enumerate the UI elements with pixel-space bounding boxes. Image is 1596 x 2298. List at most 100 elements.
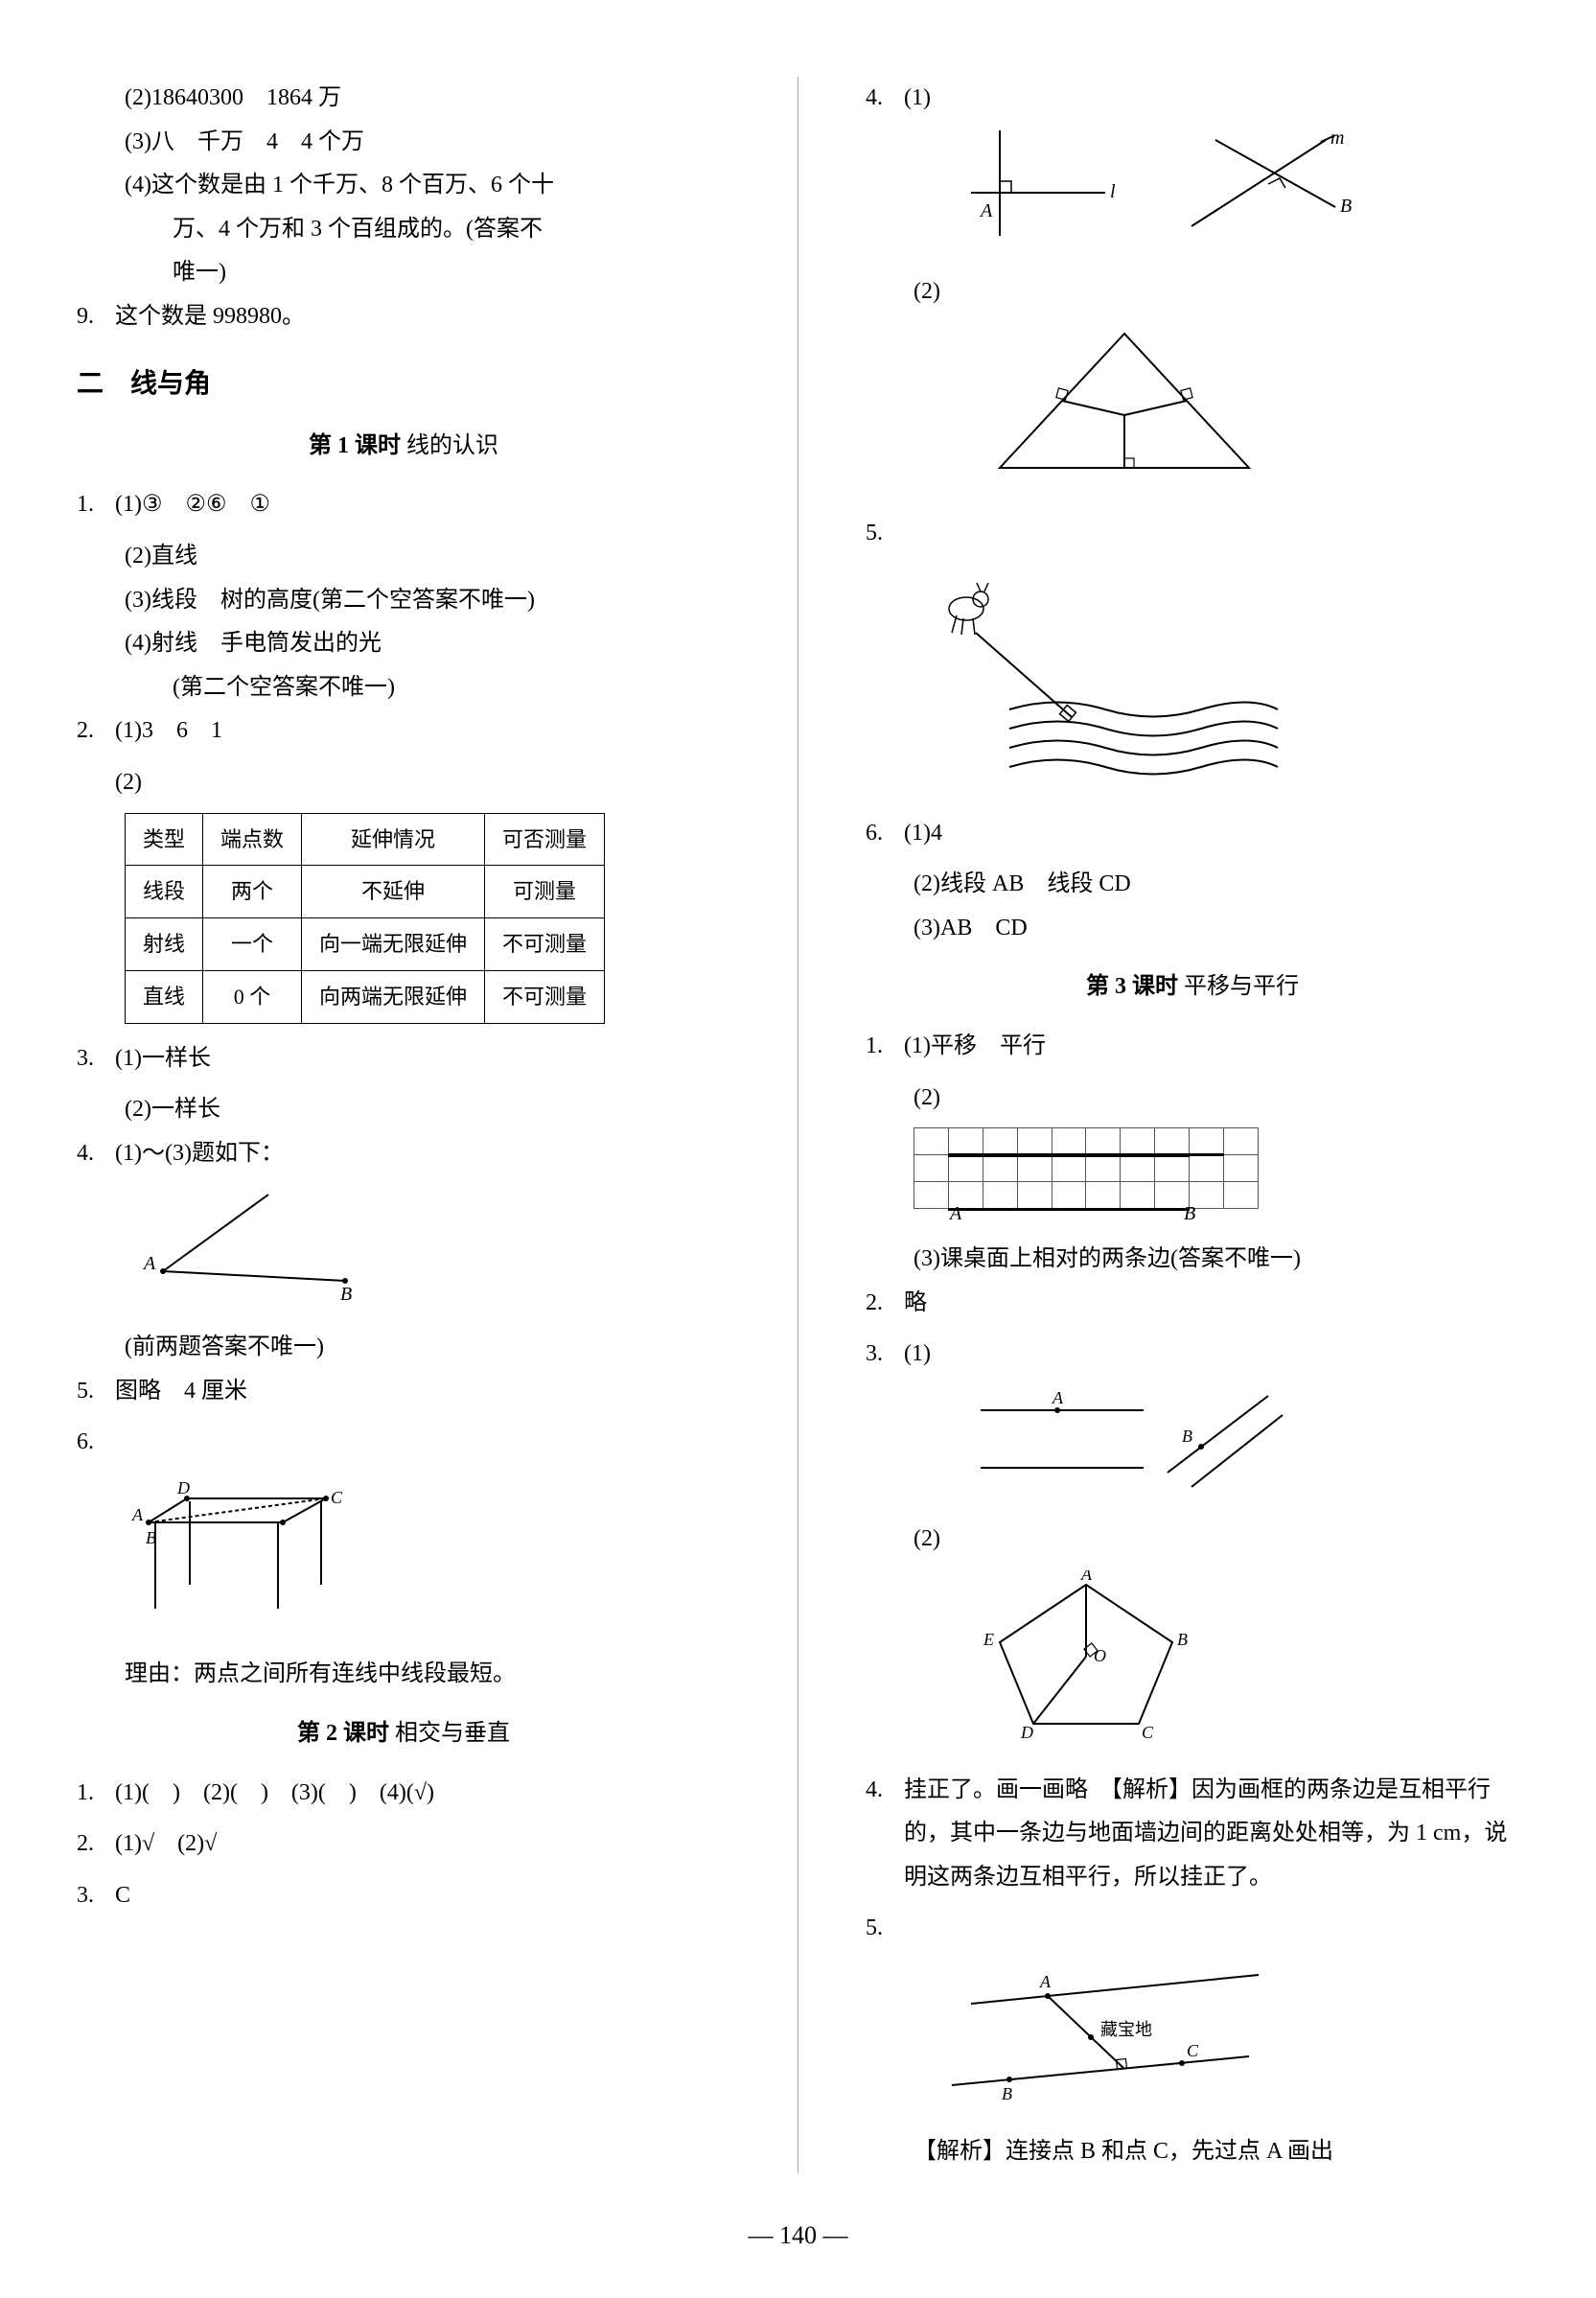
- l1-q3-num: 3.: [77, 1037, 115, 1081]
- r-q6-1: (1)4: [904, 812, 942, 856]
- l3-q5-analysis: 【解析】连接点 B 和点 C，先过点 A 画出: [866, 2130, 1519, 2174]
- table-diagram: A D C B: [125, 1474, 730, 1644]
- l1-q2-2: (2): [115, 761, 142, 805]
- left-column: (2)18640300 1864 万 (3)八 千万 4 4 个万 (4)这个数…: [58, 77, 750, 2173]
- l3-q2-num: 2.: [866, 1282, 904, 1326]
- svg-text:D: D: [1020, 1723, 1033, 1742]
- svg-text:A: A: [1052, 1388, 1064, 1407]
- l3-q3: 3. (1): [866, 1333, 1519, 1377]
- l1-q1-4b: (第二个空答案不唯一): [77, 666, 730, 710]
- l1-q1-3: (3)线段 树的高度(第二个空答案不唯一): [77, 579, 730, 623]
- parallel-lines-diagram: A B: [961, 1386, 1519, 1508]
- l3-q2: 2. 略: [866, 1282, 1519, 1326]
- grid-table: [914, 1127, 1259, 1209]
- r-q6-2: (2)线段 AB 线段 CD: [866, 863, 1519, 907]
- l2-q3-text: C: [115, 1874, 130, 1918]
- svg-text:l: l: [1110, 181, 1116, 202]
- svg-text:C: C: [331, 1488, 343, 1507]
- r-q5: 5.: [866, 512, 1519, 556]
- svg-text:B: B: [1177, 1630, 1188, 1649]
- treasure-label: 藏宝地: [1100, 2020, 1152, 2039]
- l1-q3-1: (1)一样长: [115, 1037, 211, 1081]
- page-number: — 140 —: [58, 2212, 1538, 2259]
- treasure-diagram: A B C 藏宝地: [933, 1961, 1519, 2121]
- lesson3-bold: 第 3 课时: [1086, 974, 1178, 999]
- l1-q5-text: 图略 4 厘米: [115, 1370, 247, 1414]
- l1-q2: 2. (1)3 6 1: [77, 709, 730, 754]
- table-row: 直线 0 个 向两端无限延伸 不可测量: [126, 970, 605, 1023]
- q9-text: 这个数是 998980。: [115, 295, 305, 339]
- l1-q4-text: (1)～(3)题如下：: [115, 1132, 284, 1176]
- l3-q1-2: (2): [866, 1077, 1519, 1121]
- l1-q4: 4. (1)～(3)题如下：: [77, 1132, 730, 1176]
- svg-text:B: B: [1340, 196, 1352, 217]
- th-extend: 延伸情况: [302, 813, 485, 866]
- l3-q4-num: 4.: [866, 1769, 904, 1813]
- r-q4: 4. (1): [866, 77, 1519, 121]
- lesson2-title: 相交与垂直: [395, 1721, 510, 1746]
- r-q4-num: 4.: [866, 77, 904, 121]
- l1-q2-2-row: (2): [77, 761, 730, 805]
- l2-q3-num: 3.: [77, 1874, 115, 1918]
- l2-q2: 2. (1)√ (2)√: [77, 1822, 730, 1867]
- q8-4a: (4)这个数是由 1 个千万、8 个百万、6 个十: [77, 164, 730, 208]
- table-header-row: 类型 端点数 延伸情况 可否测量: [126, 813, 605, 866]
- lesson1-title: 线的认识: [406, 433, 498, 458]
- l2-q1-text: (1)( ) (2)( ) (3)( ) (4)(√): [115, 1772, 434, 1816]
- l2-q2-num: 2.: [77, 1822, 115, 1867]
- table-row: 射线 一个 向一端无限延伸 不可测量: [126, 918, 605, 971]
- r-q6-num: 6.: [866, 812, 904, 856]
- l1-q1-2: (2)直线: [77, 535, 730, 579]
- lesson3-title: 平移与平行: [1184, 974, 1299, 999]
- perpendicular-diagrams: A l m B: [942, 130, 1519, 262]
- q9-num: 9.: [77, 295, 115, 339]
- line-types-table: 类型 端点数 延伸情况 可否测量 线段 两个 不延伸 可测量 射线 一个 向一端…: [125, 813, 605, 1024]
- q8-3: (3)八 千万 4 4 个万: [77, 121, 730, 165]
- th-measure: 可否测量: [485, 813, 605, 866]
- lesson-3-heading: 第 3 课时 平移与平行: [866, 965, 1519, 1010]
- svg-text:O: O: [1094, 1646, 1106, 1665]
- lesson-1-heading: 第 1 课时 线的认识: [77, 425, 730, 469]
- l1-q4-num: 4.: [77, 1132, 115, 1176]
- l3-q4-text: 挂正了。画一画略 【解析】因为画框的两条边是互相平行的，其中一条边与地面墙边间的…: [904, 1769, 1519, 1900]
- r-q6-3: (3)AB CD: [866, 907, 1519, 951]
- l3-q1-num: 1.: [866, 1025, 904, 1069]
- l1-q1: 1. (1)③ ②⑥ ①: [77, 483, 730, 527]
- svg-text:B: B: [1182, 1427, 1192, 1446]
- svg-text:E: E: [983, 1630, 994, 1649]
- label-B: B: [340, 1284, 352, 1300]
- deer-river-diagram: [923, 566, 1519, 802]
- triangle-diagram: [981, 324, 1519, 503]
- l1-q6-num: 6.: [77, 1421, 115, 1465]
- svg-text:C: C: [1187, 2041, 1199, 2060]
- l3-q3-2: (2): [866, 1518, 1519, 1562]
- svg-text:C: C: [1142, 1723, 1154, 1742]
- svg-text:A: A: [1039, 1972, 1052, 1991]
- svg-text:A: A: [979, 200, 993, 221]
- q8-2: (2)18640300 1864 万: [77, 77, 730, 121]
- l3-q3-num: 3.: [866, 1333, 904, 1377]
- l1-q6-reason: 理由：两点之间所有连线中线段最短。: [77, 1653, 730, 1697]
- section-2-heading: 二 线与角: [77, 359, 730, 409]
- l2-q3: 3. C: [77, 1874, 730, 1918]
- grid-diagram: A B: [914, 1127, 1519, 1209]
- svg-text:A: A: [131, 1505, 144, 1524]
- l1-q4-note: (前两题答案不唯一): [77, 1326, 730, 1370]
- th-type: 类型: [126, 813, 203, 866]
- lesson2-bold: 第 2 课时: [297, 1721, 389, 1746]
- page-columns: (2)18640300 1864 万 (3)八 千万 4 4 个万 (4)这个数…: [58, 77, 1538, 2173]
- grid-label-A: A: [950, 1195, 961, 1232]
- svg-text:B: B: [1002, 2084, 1012, 2103]
- l2-q2-text: (1)√ (2)√: [115, 1822, 217, 1867]
- svg-text:A: A: [1080, 1570, 1093, 1584]
- l3-q1-3: (3)课桌面上相对的两条边(答案不唯一): [866, 1238, 1519, 1282]
- r-q4-2: (2): [866, 270, 1519, 314]
- l3-q2-text: 略: [904, 1282, 927, 1326]
- l2-q1: 1. (1)( ) (2)( ) (3)( ) (4)(√): [77, 1772, 730, 1816]
- q8-4c: 唯一): [77, 251, 730, 295]
- l1-q2-1: (1)3 6 1: [115, 709, 222, 754]
- q8-4b: 万、4 个万和 3 个百组成的。(答案不: [77, 208, 730, 252]
- svg-text:D: D: [176, 1478, 190, 1497]
- l1-q6: 6.: [77, 1421, 730, 1465]
- l3-q1: 1. (1)平移 平行: [866, 1025, 1519, 1069]
